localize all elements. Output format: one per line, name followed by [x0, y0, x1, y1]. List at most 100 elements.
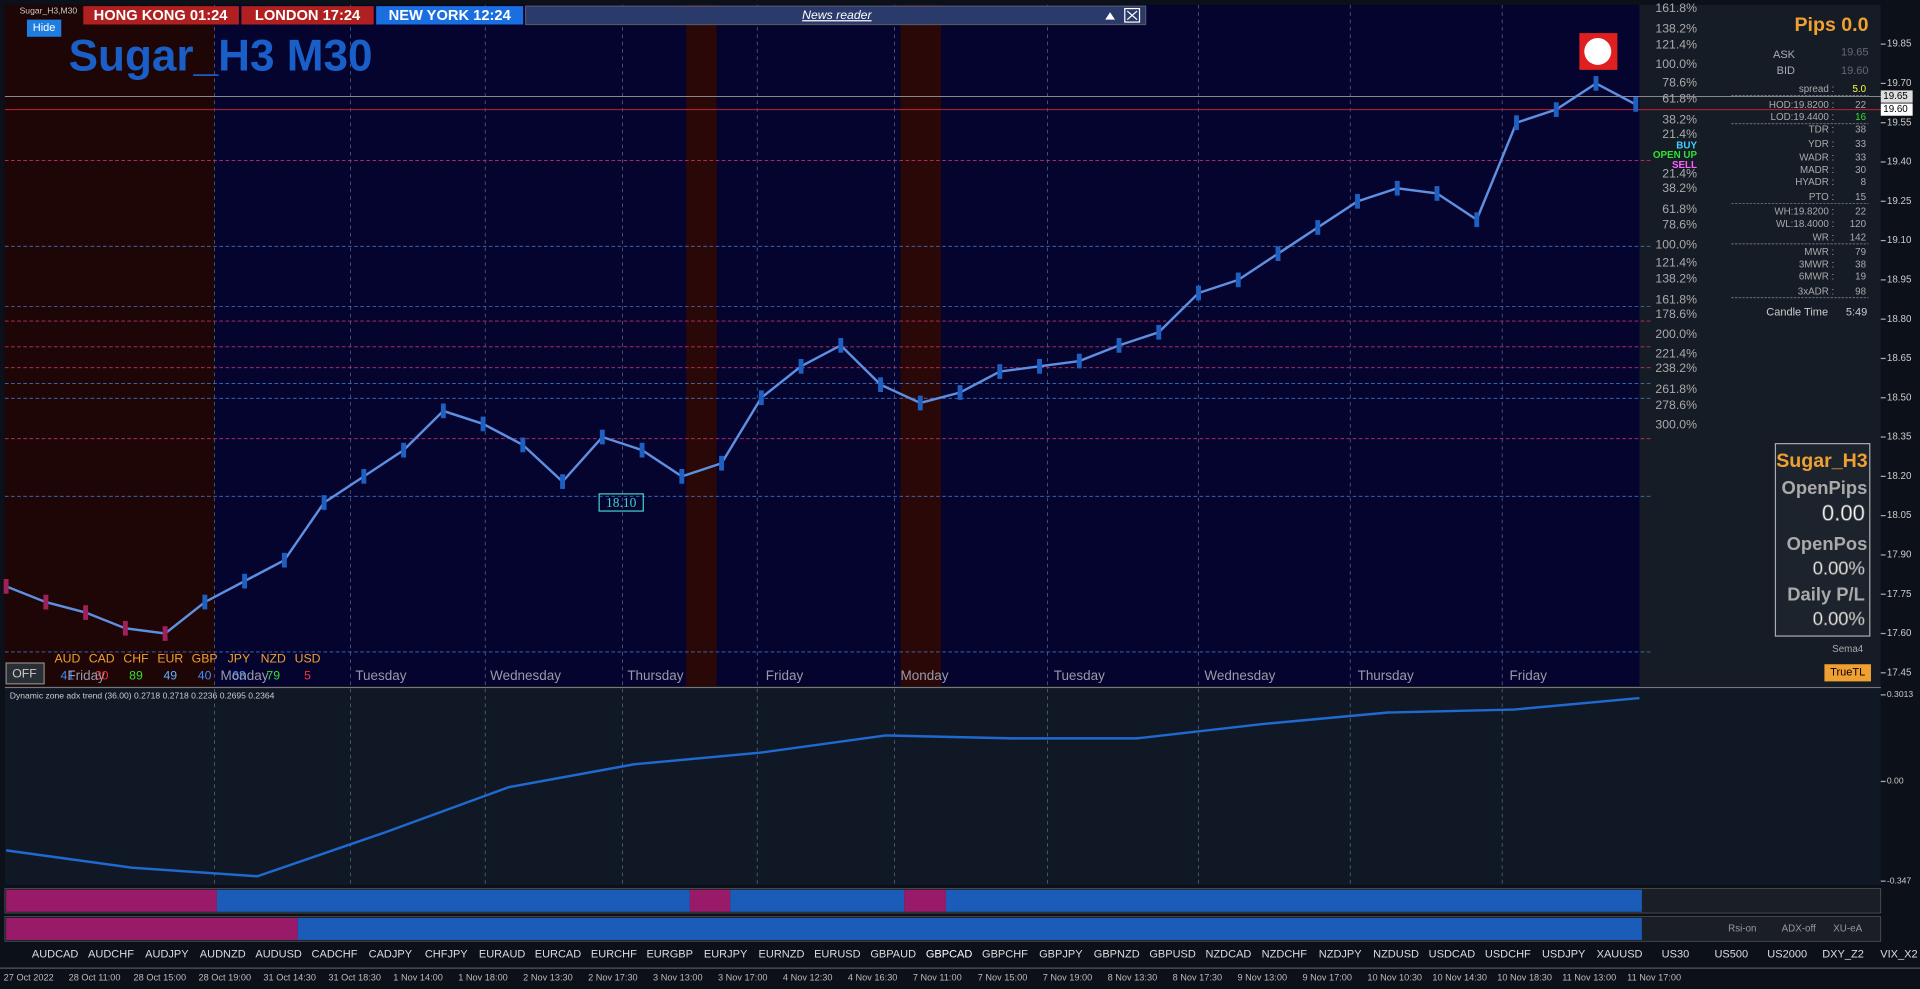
price-tick-label: 19.25 [1887, 196, 1912, 207]
off-label[interactable]: OFF [12, 666, 36, 680]
price-tick-label: 18.35 [1887, 432, 1912, 443]
candle [838, 338, 844, 353]
time-label: 8 Nov 13:30 [1108, 972, 1158, 982]
symbol-tab[interactable]: EURUSD [814, 949, 861, 961]
close-icon[interactable] [1124, 7, 1141, 23]
candle [1394, 180, 1400, 196]
time-label: 9 Nov 17:00 [1302, 972, 1352, 982]
info-label: PTO : [1809, 192, 1834, 203]
symbol-tab[interactable]: NZDCAD [1206, 949, 1252, 961]
symbol-tab[interactable]: AUDJPY [145, 949, 189, 961]
symbol-tab[interactable]: US30 [1662, 949, 1690, 961]
price-marker-label: 19.65 [1883, 91, 1908, 102]
truetl-label[interactable]: TrueTL [1830, 667, 1865, 679]
symbol-tab[interactable]: US2000 [1767, 949, 1807, 961]
info-value: 30 [1855, 165, 1866, 176]
symbol-tab[interactable]: CHFJPY [425, 949, 468, 961]
symbol-tab[interactable]: NZDCHF [1262, 949, 1308, 961]
symbol-tab[interactable]: GBPNZD [1094, 949, 1140, 961]
symbol-tab[interactable]: DXY_Z2 [1822, 949, 1864, 961]
symbol-tab[interactable]: EURCAD [535, 949, 582, 961]
symbol-tab[interactable]: USDJPY [1542, 949, 1586, 961]
symbol-tab[interactable]: AUDCAD [32, 949, 79, 961]
fib-label: 38.2% [1662, 112, 1697, 126]
collapse-icon[interactable] [1105, 12, 1115, 20]
symbol-tab[interactable]: GBPCHF [982, 949, 1028, 961]
price-tick-label: 19.55 [1887, 117, 1912, 128]
off-button[interactable] [5, 662, 45, 685]
close-icon[interactable] [1126, 10, 1138, 21]
symbol-tab[interactable]: EURNZD [759, 949, 805, 961]
news-reader-bar[interactable] [525, 5, 1147, 26]
candle [1633, 97, 1639, 112]
candle [1474, 212, 1480, 227]
sema-label: Sema4 [1832, 644, 1864, 655]
symbol-tab[interactable]: GBPAUD [870, 949, 916, 961]
symbol-tab[interactable]: EURCHF [591, 949, 637, 961]
fib-label: 100.0% [1655, 57, 1697, 71]
symbol-tab[interactable]: EURJPY [704, 949, 748, 961]
info-label: WR : [1812, 232, 1834, 243]
symbol-tab[interactable]: VIX_X2 [1880, 949, 1917, 961]
symbol-tab[interactable]: NZDUSD [1373, 949, 1419, 961]
info-label: 3xADR : [1798, 286, 1834, 297]
symbol-tab[interactable]: NZDJPY [1319, 949, 1362, 961]
indicator-tick-label: 0.00 [1887, 776, 1904, 786]
fib-label: 61.8% [1662, 92, 1697, 106]
pips: Pips 0.0 [1794, 14, 1868, 36]
candle [202, 594, 208, 610]
symbol-tab[interactable]: GBPJPY [1039, 949, 1083, 961]
candle [1553, 102, 1559, 117]
info-value: 79 [1855, 247, 1866, 258]
truetl-button[interactable] [1824, 664, 1871, 682]
candle [679, 468, 685, 484]
info-label: TDR : [1809, 124, 1835, 135]
symbol-tab[interactable]: CADJPY [369, 949, 413, 961]
indicator-tick-label: -0.347 [1887, 875, 1912, 885]
candle [242, 573, 248, 589]
symbol-tab[interactable]: XAUUSD [1597, 949, 1643, 961]
price-tick-label: 19.85 [1887, 39, 1912, 50]
currency-value: 41 [61, 669, 75, 683]
hide-button[interactable] [26, 19, 62, 37]
symbol-tab[interactable]: AUDUSD [255, 949, 302, 961]
price-tick-label: 19.70 [1887, 78, 1912, 89]
time-label: 1 Nov 14:00 [393, 972, 443, 982]
candle [122, 620, 128, 636]
day-label: Monday [221, 668, 269, 683]
indicator-bg [4, 688, 1881, 885]
news-reader-link[interactable]: News reader [802, 8, 872, 22]
symbol-tab[interactable]: AUDCHF [88, 949, 134, 961]
day-label: Tuesday [1054, 668, 1105, 683]
window-title: Sugar_H3,M30 [20, 5, 78, 15]
time-label: 1 Nov 18:00 [458, 972, 508, 982]
price-tick-label: 17.75 [1887, 589, 1912, 600]
symbol-tab[interactable]: USDCHF [1485, 949, 1531, 961]
symbol-tab[interactable]: AUDNZD [200, 949, 246, 961]
state-bar [689, 889, 731, 912]
state-bar [6, 917, 298, 940]
fib-label: 121.4% [1655, 38, 1697, 52]
candle [520, 437, 526, 453]
symbol-tab[interactable]: US500 [1714, 949, 1748, 961]
time-label: 28 Oct 15:00 [134, 972, 187, 982]
fib-label: 238.2% [1655, 361, 1697, 375]
price-tick-label: 18.95 [1887, 274, 1912, 285]
symbol-tab[interactable]: EURAUD [479, 949, 526, 961]
candle [1593, 76, 1599, 91]
symbol-tab[interactable]: USDCAD [1429, 949, 1476, 961]
time-label: 3 Nov 13:00 [653, 972, 703, 982]
symbol-tab[interactable]: EURGBP [646, 949, 693, 961]
symbol-tab[interactable]: GBPCAD [926, 949, 973, 961]
candle [719, 455, 725, 471]
hide-button-label[interactable]: Hide [33, 22, 56, 34]
symbol-tab[interactable]: CADCHF [312, 949, 358, 961]
time-label: 31 Oct 18:30 [328, 972, 381, 982]
panel-value: 0.00% [1813, 558, 1865, 579]
symbol-tab[interactable]: GBPUSD [1149, 949, 1196, 961]
day-label: Thursday [1358, 668, 1414, 683]
fib-label: OPEN UP [1653, 150, 1698, 161]
fib-label: 61.8% [1662, 202, 1697, 216]
price-line [5, 82, 1637, 635]
clock-box [376, 6, 524, 25]
